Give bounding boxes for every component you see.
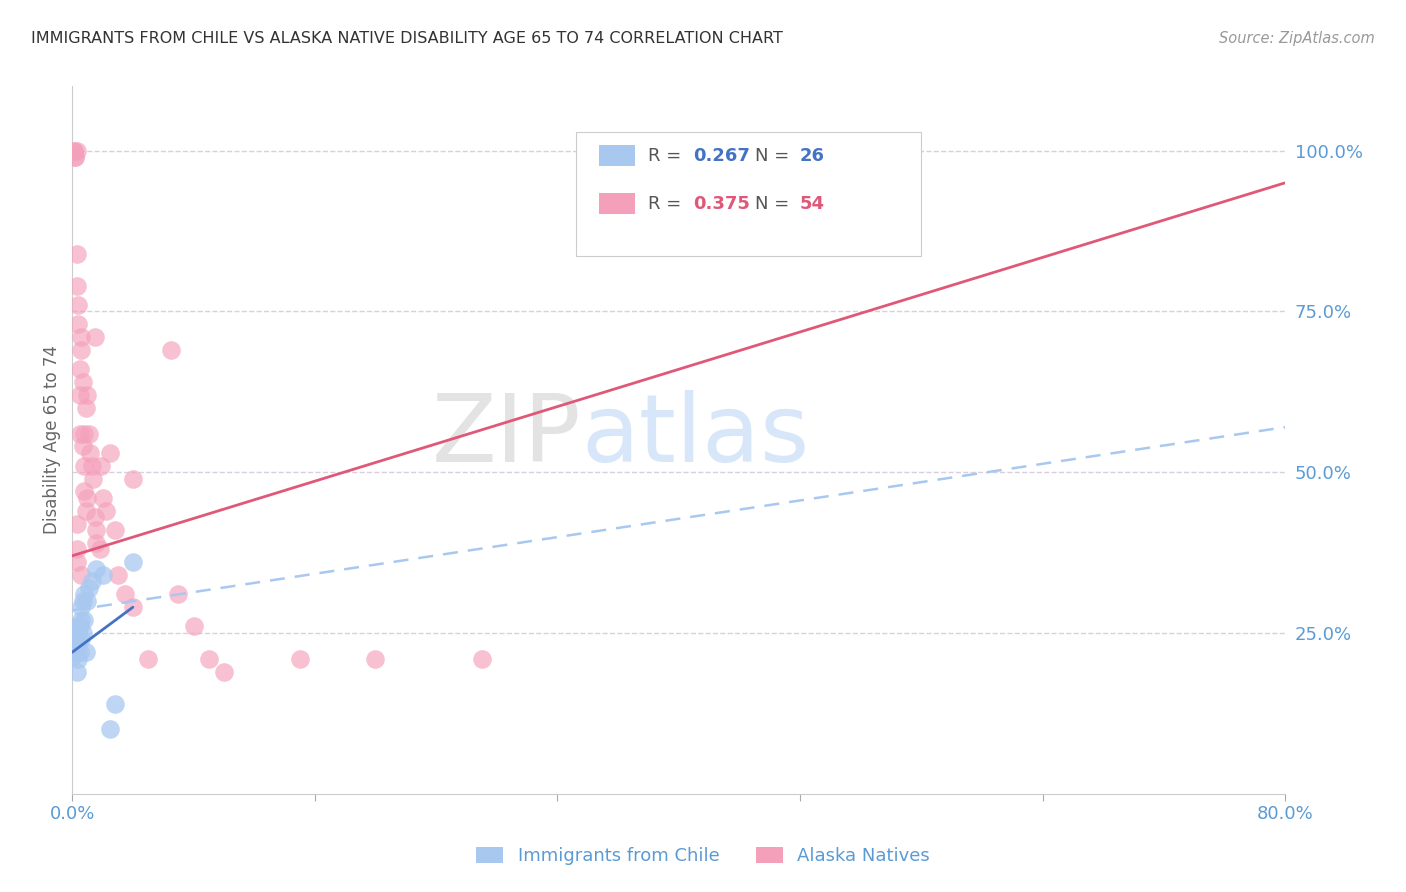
Point [73, 458, 96, 473]
Point [86, 523, 108, 537]
Point [66, 516, 89, 531]
Point [72, 440, 94, 454]
Point [364, 651, 387, 665]
Point [84, 330, 107, 344]
Point [70, 600, 93, 615]
Point [69, 388, 91, 402]
Point [73, 426, 96, 441]
Point [75, 504, 97, 518]
Text: 0.267: 0.267 [693, 146, 751, 165]
Text: atlas: atlas [582, 391, 810, 483]
Point [73, 613, 96, 627]
Point [66, 555, 89, 569]
Point [66, 619, 89, 633]
Point [70, 343, 93, 357]
Point [75, 401, 97, 415]
Point [67, 626, 90, 640]
Point [79, 446, 101, 460]
Point [159, 343, 181, 357]
Point [66, 639, 89, 653]
Point [212, 665, 235, 679]
Point [288, 651, 311, 665]
Point [70, 330, 93, 344]
Point [84, 510, 107, 524]
Point [86, 536, 108, 550]
Point [89, 542, 111, 557]
Text: 26: 26 [800, 146, 825, 165]
Point [77, 581, 100, 595]
Point [122, 555, 145, 569]
Point [65, 632, 87, 647]
Point [91, 568, 114, 582]
Legend: Immigrants from Chile, Alaska Natives: Immigrants from Chile, Alaska Natives [470, 839, 936, 872]
Point [136, 651, 159, 665]
Point [72, 594, 94, 608]
Point [67, 651, 90, 665]
Point [70, 632, 93, 647]
Point [73, 484, 96, 499]
Text: R =: R = [648, 194, 688, 213]
Point [76, 594, 98, 608]
Text: 0.375: 0.375 [693, 194, 751, 213]
Point [122, 472, 145, 486]
Text: R =: R = [648, 146, 688, 165]
Text: IMMIGRANTS FROM CHILE VS ALASKA NATIVE DISABILITY AGE 65 TO 74 CORRELATION CHART: IMMIGRANTS FROM CHILE VS ALASKA NATIVE D… [31, 31, 783, 46]
Point [75, 645, 97, 659]
Point [114, 587, 136, 601]
Text: 54: 54 [800, 194, 825, 213]
Point [471, 651, 494, 665]
Point [104, 697, 127, 711]
Text: N =: N = [755, 194, 796, 213]
Point [98, 723, 121, 737]
Point [122, 600, 145, 615]
Point [86, 561, 108, 575]
Point [98, 446, 121, 460]
Point [62, 144, 84, 158]
Point [80, 574, 103, 589]
Point [90, 458, 112, 473]
FancyBboxPatch shape [599, 194, 636, 214]
Point [80, 458, 103, 473]
Point [66, 144, 89, 158]
Point [69, 645, 91, 659]
Point [66, 278, 89, 293]
Point [65, 150, 87, 164]
Y-axis label: Disability Age 65 to 74: Disability Age 65 to 74 [44, 345, 60, 534]
Point [107, 568, 129, 582]
Point [65, 645, 87, 659]
Point [183, 619, 205, 633]
Point [76, 388, 98, 402]
Point [67, 298, 90, 312]
Point [70, 568, 93, 582]
Point [66, 246, 89, 260]
Point [65, 150, 87, 164]
FancyBboxPatch shape [575, 132, 921, 256]
Point [66, 665, 89, 679]
Point [76, 491, 98, 505]
Point [82, 472, 104, 486]
Point [73, 587, 96, 601]
Point [197, 651, 219, 665]
Point [72, 375, 94, 389]
Point [167, 587, 190, 601]
Point [94, 504, 117, 518]
Point [62, 144, 84, 158]
Text: Source: ZipAtlas.com: Source: ZipAtlas.com [1219, 31, 1375, 46]
Point [67, 318, 90, 332]
Point [69, 619, 91, 633]
Text: ZIP: ZIP [432, 391, 582, 483]
Point [77, 426, 100, 441]
Point [72, 626, 94, 640]
Point [104, 523, 127, 537]
Point [70, 613, 93, 627]
Point [69, 426, 91, 441]
Point [62, 648, 84, 663]
FancyBboxPatch shape [599, 145, 636, 166]
Point [66, 542, 89, 557]
Point [69, 362, 91, 376]
Text: N =: N = [755, 146, 796, 165]
Point [91, 491, 114, 505]
